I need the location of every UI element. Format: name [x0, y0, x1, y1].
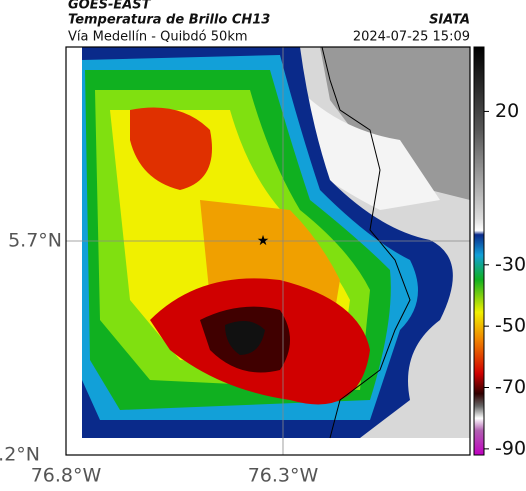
- datetime: 2024-07-25 15:09: [353, 30, 470, 45]
- product: Temperatura de Brillo CH13: [68, 13, 270, 28]
- lat-label: 5.2°N: [0, 444, 40, 466]
- lat-label: 5.7°N: [8, 230, 62, 252]
- colorbar-tick-label: -30: [495, 253, 526, 275]
- lon-label: 76.8°W: [31, 465, 102, 487]
- map-frame: [65, 46, 471, 456]
- location: Vía Medellín - Quibdó 50km: [68, 30, 248, 45]
- colorbar-tick-label: -50: [495, 315, 526, 337]
- colorbar-tick-label: -90: [495, 437, 526, 459]
- location-star: ★: [257, 233, 270, 249]
- colorbar-tick-label: -70: [495, 376, 526, 398]
- colorbar-tick-label: 20: [495, 100, 519, 122]
- colorbar: [473, 46, 485, 456]
- lon-label: 76.3°W: [248, 465, 319, 487]
- source: GOES-EAST: [68, 0, 152, 13]
- organization: SIATA: [429, 13, 470, 28]
- satellite-image: [82, 47, 470, 438]
- coastline: [321, 46, 411, 439]
